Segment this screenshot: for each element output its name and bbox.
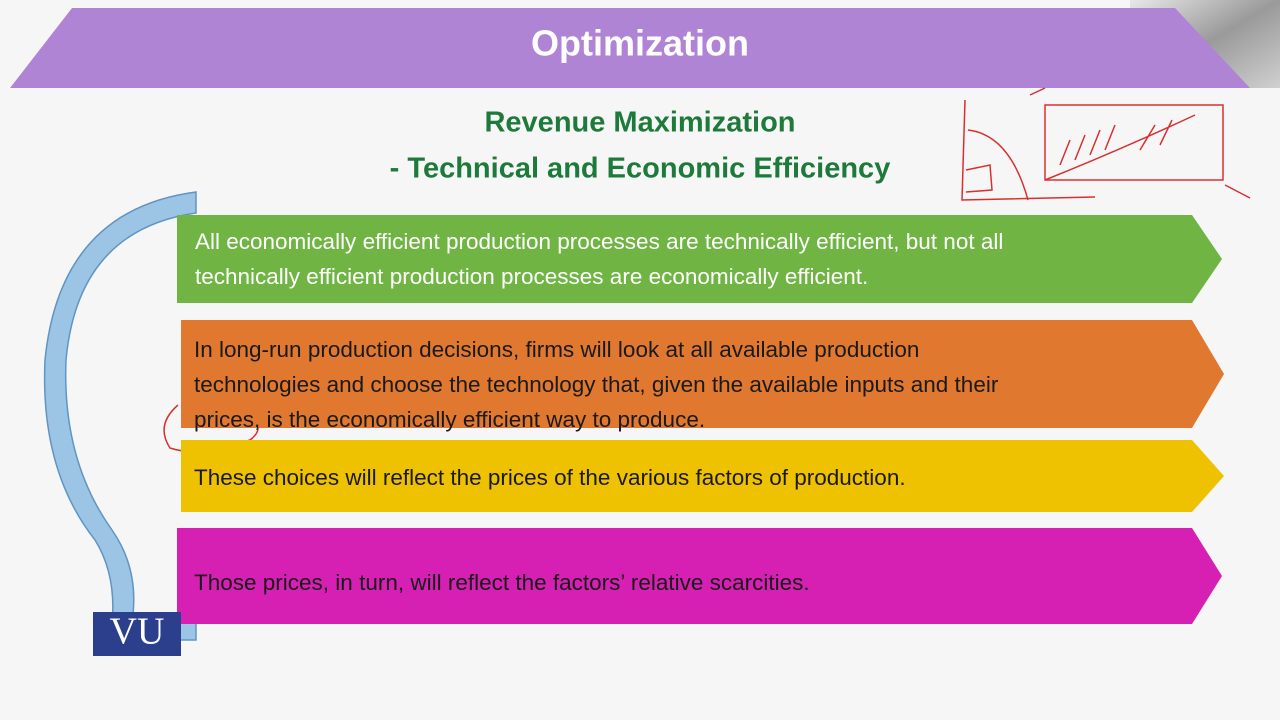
subtitle: Revenue Maximization [484, 107, 795, 139]
box [177, 528, 1222, 624]
logo-text: VU [110, 611, 165, 653]
subtitle: - Technical and Economic Efficiency [390, 153, 891, 185]
bracket [43, 191, 197, 641]
box-text: In long-run production decisions, firms … [194, 337, 919, 362]
box-text: technologies and choose the technology t… [194, 372, 999, 397]
box-text: prices, is the economically efficient wa… [194, 407, 705, 432]
header-band [10, 8, 1250, 88]
box-text: All economically efficient production pr… [195, 229, 1003, 254]
box [181, 440, 1224, 512]
box-text: These choices will reflect the prices of… [194, 465, 906, 490]
header-title: Optimization [531, 23, 749, 64]
box-text: Those prices, in turn, will reflect the … [194, 570, 810, 595]
box [177, 215, 1222, 303]
box-text: technically efficient production process… [195, 264, 868, 289]
logo [93, 612, 181, 656]
box [181, 320, 1224, 428]
